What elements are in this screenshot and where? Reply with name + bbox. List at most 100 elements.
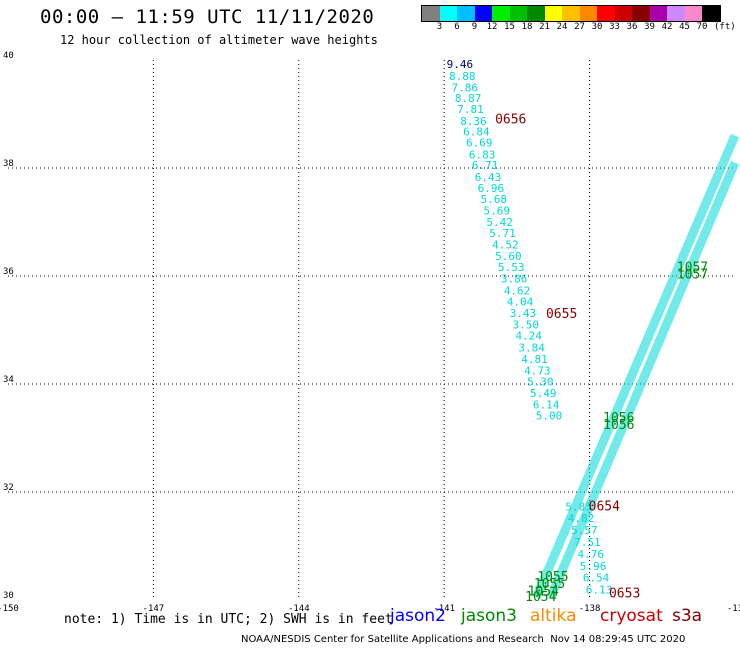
time-label: 1056 (603, 418, 634, 433)
wave-height-value: 8.87 (455, 92, 482, 105)
wave-height-value: 5.69 (483, 204, 510, 217)
wave-height-value: 8.36 (460, 115, 487, 128)
wave-height-value: 6.84 (463, 126, 490, 139)
wave-height-value: 6.71 (472, 159, 499, 172)
wave-height-value: 5.60 (495, 250, 521, 263)
wave-height-value: 7.51 (574, 536, 601, 549)
page-subtitle: 12 hour collection of altimeter wave hei… (60, 33, 378, 47)
wave-height-value: 5.85 (565, 500, 592, 513)
color-swatch (702, 6, 720, 21)
color-scale-label: 18 (521, 22, 533, 32)
wave-height-value: 6.69 (466, 136, 493, 149)
wave-height-value: 7.81 (457, 103, 484, 116)
wave-height-value: 4.52 (492, 238, 519, 251)
wave-height-value: 5.96 (580, 560, 607, 573)
color-scale-label: 9 (471, 22, 478, 32)
swath-track (546, 160, 740, 600)
time-label: 1055 (534, 577, 565, 592)
satellite-legend-entry: altika (530, 606, 577, 626)
note-text: note: 1) Time is in UTC; 2) SWH is in fe… (64, 612, 393, 627)
wave-height-value: 6.54 (583, 572, 610, 585)
color-scale-label: 24 (556, 22, 568, 32)
time-label: 0654 (589, 499, 620, 514)
color-scale-label: 27 (574, 22, 585, 32)
wave-height-value: 7.86 (451, 81, 478, 94)
page-title: 00:00 – 11:59 UTC 11/11/2020 (40, 6, 375, 28)
latitude-tick-label: 36 (3, 267, 14, 277)
latitude-tick-label: 40 (3, 51, 14, 61)
longitude-tick-label: -141 (433, 604, 455, 614)
swath-track (532, 133, 740, 600)
wave-height-value: 6.13 (586, 584, 613, 597)
wave-height-value: 5.57 (571, 524, 598, 537)
satellite-legend-entry: cryosat (600, 606, 663, 626)
satellite-legend-entry: s3a (672, 606, 703, 626)
color-swatch (684, 6, 702, 21)
wave-height-value: 5.53 (498, 261, 525, 274)
color-swatch (439, 6, 457, 21)
satellite-legend-entry: jason2 (390, 606, 446, 626)
color-scale-label: 12 (486, 22, 498, 32)
wave-height-value: 8.88 (449, 70, 476, 83)
color-swatch (562, 6, 580, 21)
latitude-tick-label: 30 (3, 591, 14, 601)
satellite-legend-entry: jason3 (461, 606, 517, 626)
time-label: 1054 (528, 585, 559, 600)
time-label: 1056 (603, 411, 634, 426)
wave-height-value: 4.24 (515, 330, 542, 343)
color-swatch (527, 6, 545, 21)
time-label: 1054 (525, 590, 556, 605)
color-scale-label: 33 (609, 22, 620, 32)
color-scale-label: 39 (644, 22, 655, 32)
wave-height-value: 6.43 (475, 171, 502, 184)
color-scale-label: 3 (436, 22, 443, 32)
time-label: 0655 (546, 307, 577, 322)
wave-height-value: 5.30 (527, 376, 554, 389)
color-scale-label: 36 (626, 22, 638, 32)
color-swatch (649, 6, 667, 21)
latitude-tick-label: 34 (3, 375, 14, 385)
color-swatch (614, 6, 632, 21)
color-swatch (667, 6, 685, 21)
longitude-tick-label: -147 (143, 604, 165, 614)
latitude-tick-label: 38 (3, 159, 14, 169)
wave-height-value: 4.73 (524, 364, 551, 377)
color-scale-label: 21 (539, 22, 550, 32)
wave-height-value: 6.83 (469, 148, 496, 161)
latitude-tick-label: 32 (3, 483, 14, 493)
longitude-tick-label: -138 (579, 604, 601, 614)
wave-height-value: 9.46 (447, 58, 474, 71)
wave-height-value: 5.42 (486, 216, 512, 229)
color-scale-label: 70 (696, 22, 708, 32)
wave-height-value: 6.14 (533, 398, 560, 411)
time-label: 1057 (677, 268, 708, 283)
color-scale-unit: (ft) (714, 22, 736, 32)
wave-height-value: 3.50 (513, 318, 540, 331)
color-swatch (492, 6, 510, 21)
wave-height-value: 3.86 (501, 272, 528, 285)
color-scale-label: 6 (454, 22, 460, 32)
color-scale-bar (421, 5, 721, 22)
wave-height-value: 3.84 (518, 342, 545, 355)
wave-height-value: 5.71 (489, 227, 516, 240)
color-swatch (422, 6, 440, 21)
color-swatch (509, 6, 527, 21)
color-swatch (544, 6, 562, 21)
wave-height-value: 4.76 (577, 548, 604, 561)
wave-height-value: 4.81 (521, 353, 548, 366)
footer-credit: NOAA/NESDIS Center for Satellite Applica… (241, 634, 686, 645)
wave-height-value: 5.68 (481, 193, 508, 206)
color-swatch (632, 6, 650, 21)
color-scale-label: 45 (679, 22, 690, 32)
color-swatch (474, 6, 492, 21)
wave-height-value: 4.04 (507, 296, 534, 309)
color-swatch (457, 6, 475, 21)
time-label: 1057 (677, 261, 708, 276)
color-swatch (579, 6, 597, 21)
color-scale-label: 15 (504, 22, 515, 32)
time-label: 0653 (609, 586, 640, 601)
wave-height-value: 4.62 (504, 284, 530, 297)
wave-height-value: 4.82 (568, 512, 595, 525)
color-scale-label: 42 (661, 22, 673, 32)
